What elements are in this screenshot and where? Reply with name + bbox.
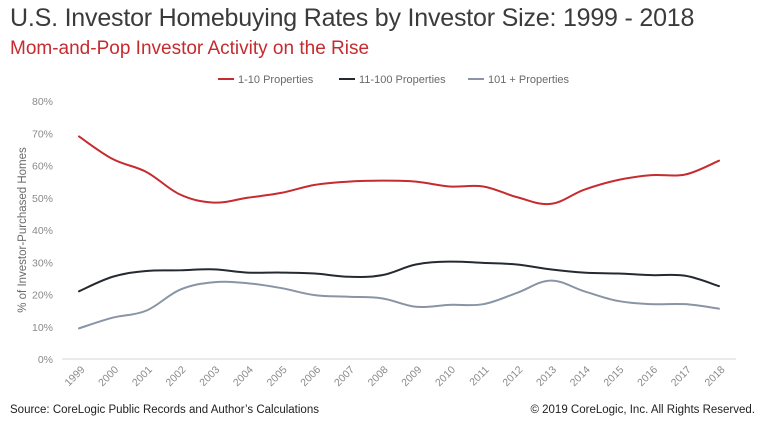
x-tick-label: 2009 — [399, 364, 424, 389]
x-tick-label: 1999 — [62, 364, 87, 389]
x-tick-label: 2000 — [96, 364, 121, 389]
x-tick-label: 2011 — [467, 364, 492, 389]
y-tick-label: 60% — [32, 161, 53, 173]
x-tick-label: 2018 — [702, 364, 727, 389]
x-tick-label: 2010 — [433, 364, 458, 389]
series-line-1-10-properties — [78, 135, 720, 206]
x-tick-label: 2008 — [366, 364, 391, 389]
line-chart: 1-10 Properties 11-100 Properties 101 + Pr… — [17, 74, 736, 389]
x-tick-label: 2014 — [568, 364, 593, 389]
series-line-11-100-properties — [78, 260, 720, 293]
x-tick-label: 2006 — [298, 364, 323, 389]
y-tick-label: 0% — [38, 354, 53, 366]
x-tick-label: 2013 — [534, 364, 559, 389]
y-tick-label: 80% — [32, 96, 53, 108]
x-tick-label: 2005 — [265, 364, 290, 389]
chart-subtitle: Mom-and-Pop Investor Activity on the Ris… — [10, 38, 370, 59]
x-tick-label: 2004 — [231, 364, 256, 389]
x-tick-label: 2001 — [130, 364, 155, 389]
x-axis: 1999 2000 2001 2002 2003 2004 2005 2006 2007 2008… — [62, 358, 736, 389]
y-axis: 0% 10% 20% 30% 40% 50% 60% 70% 80% — [32, 96, 53, 366]
y-tick-label: 10% — [32, 322, 53, 334]
x-tick-label: 2003 — [197, 364, 222, 389]
legend: 1-10 Properties 11-100 Properties 101 + Pr… — [218, 74, 570, 86]
x-tick-label: 2016 — [635, 364, 660, 389]
legend-label: 101 + Properties — [488, 74, 570, 86]
source-note: Source: CoreLogic Public Records and Aut… — [10, 404, 319, 416]
legend-label: 11-100 Properties — [359, 74, 446, 86]
copyright-note: © 2019 CoreLogic, Inc. All Rights Reserv… — [530, 404, 755, 416]
x-tick-label: 2017 — [669, 364, 694, 389]
legend-label: 1-10 Properties — [238, 74, 314, 86]
x-tick-label: 2002 — [164, 364, 189, 389]
x-tick-label: 2012 — [500, 364, 525, 389]
series-line-101-properties — [78, 279, 720, 330]
series-group — [78, 135, 720, 330]
x-tick-label: 2015 — [601, 364, 626, 389]
chart-title: U.S. Investor Homebuying Rates by Invest… — [10, 4, 695, 32]
x-tick-label: 2007 — [332, 364, 357, 389]
y-tick-label: 70% — [32, 128, 53, 140]
y-tick-label: 50% — [32, 193, 53, 205]
y-axis-label: % of Investor-Purchased Homes — [17, 147, 29, 313]
y-tick-label: 40% — [32, 225, 53, 237]
y-tick-label: 30% — [32, 257, 53, 269]
y-tick-label: 20% — [32, 290, 53, 302]
